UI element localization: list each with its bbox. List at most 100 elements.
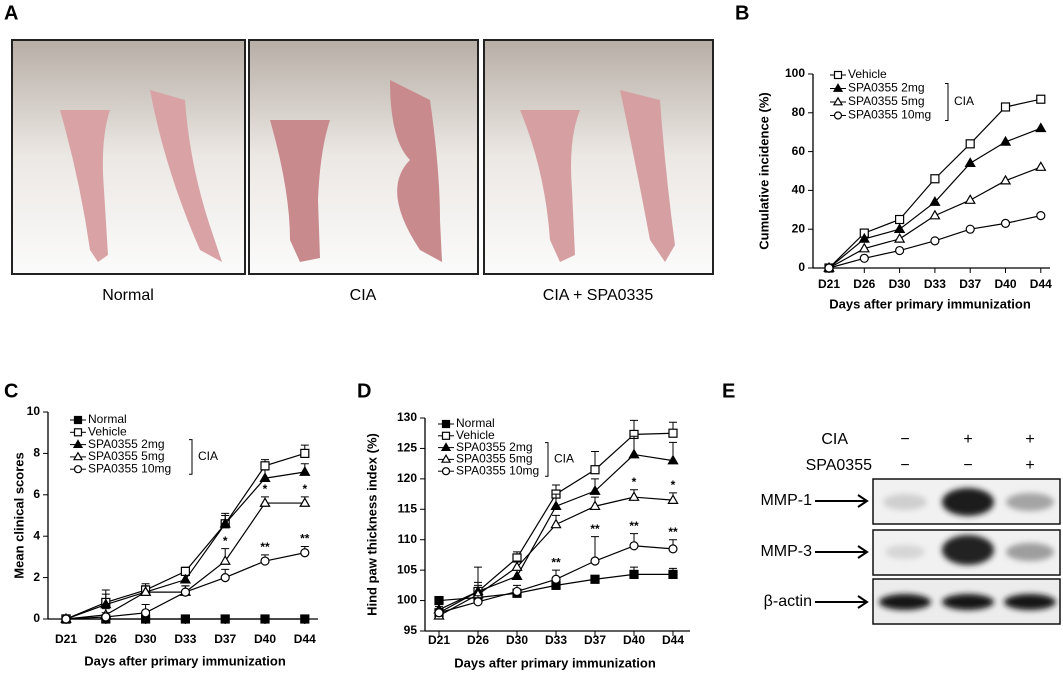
paw-shape: [520, 90, 675, 262]
blot-row-label: MMP-1: [760, 492, 812, 509]
x-tick-label: D40: [994, 277, 1016, 291]
group-label: CIA: [954, 94, 974, 108]
legend-marker: [441, 431, 451, 440]
photo-label: CIA: [350, 287, 377, 304]
x-tick-label: D26: [467, 633, 489, 647]
photo-label: CIA + SPA0335: [543, 287, 654, 304]
legend-label: SPA0355 10mg: [848, 108, 931, 122]
photo-label: Normal: [102, 287, 154, 304]
data-point: [964, 194, 976, 204]
data-point: [219, 555, 231, 565]
condition-sign: −: [900, 457, 909, 474]
group-label: CIA: [554, 452, 574, 466]
significance-label: *: [223, 534, 228, 548]
data-point: [628, 491, 640, 501]
x-tick-label: D26: [853, 277, 875, 291]
y-tick-label: 95: [404, 623, 418, 637]
western-blot: CIA − + + SPA0355 − − + MMP-1 MMP-3 β-ac…: [760, 431, 1061, 625]
band: [879, 594, 931, 610]
y-tick-label: 40: [792, 183, 806, 197]
x-tick-label: D30: [135, 632, 157, 646]
y-tick-label: 105: [397, 562, 417, 576]
arrow: [815, 494, 869, 609]
data-point: [139, 586, 152, 596]
x-tick-label: D33: [174, 632, 196, 646]
data-point: [101, 612, 111, 622]
significance-label: *: [263, 482, 268, 496]
significance-label: **: [551, 555, 561, 569]
x-tick-label: D21: [55, 632, 77, 646]
legend-label: SPA0355 10mg: [456, 463, 539, 477]
x-tick-label: D44: [1030, 277, 1052, 291]
x-tick-label: D21: [428, 633, 450, 647]
condition-label: SPA0355: [806, 457, 873, 474]
data-point: [512, 586, 522, 597]
x-axis-label: Days after primary immunization: [829, 296, 1031, 311]
legend-label: SPA0355 5mg: [88, 449, 165, 463]
data-point: [589, 485, 601, 495]
x-tick-label: D33: [924, 277, 946, 291]
y-tick-label: 130: [397, 410, 417, 424]
y-tick-label: 110: [398, 532, 418, 546]
y-tick-label: 0: [33, 611, 40, 625]
y-tick-label: 10: [27, 404, 41, 418]
data-point: [824, 263, 834, 273]
data-point: [1035, 122, 1047, 133]
data-point: [667, 454, 679, 465]
data-point: [589, 500, 601, 511]
data-point: [894, 245, 905, 256]
legend-label: SPA0355 2mg: [456, 440, 533, 454]
data-point: [590, 556, 600, 566]
legend-label: SPA0355 5mg: [456, 452, 533, 466]
significance-label: **: [629, 519, 639, 533]
legend-bracket: [189, 439, 193, 475]
data-point: [668, 544, 678, 554]
legend-marker: [440, 453, 452, 463]
significance-label: *: [302, 482, 307, 496]
legend-label: Normal: [88, 412, 127, 426]
y-tick-label: 6: [33, 487, 40, 501]
y-tick-label: 115: [398, 501, 418, 515]
data-point: [141, 608, 151, 618]
x-tick-label: D37: [584, 633, 606, 647]
data-point: [1036, 211, 1046, 221]
data-point: [550, 500, 562, 511]
data-point: [434, 595, 444, 606]
photo: [483, 39, 714, 275]
legend-label: SPA0355 2mg: [88, 437, 165, 451]
data-point: [511, 570, 523, 581]
data-point: [300, 448, 310, 458]
legend-label: SPA0355 5mg: [848, 94, 925, 108]
photos: [11, 39, 714, 275]
data-point: [929, 209, 941, 220]
y-axis-label: Mean clinical scores: [11, 452, 26, 578]
data-point: [180, 614, 190, 624]
paw-shape: [60, 90, 222, 262]
band: [942, 535, 994, 565]
data-point: [551, 574, 561, 584]
significance-label: **: [260, 540, 270, 554]
x-tick-label: D44: [662, 633, 684, 647]
band: [942, 488, 994, 516]
data-point: [299, 497, 311, 507]
y-tick-label: 100: [785, 66, 805, 80]
x-tick-label: D37: [959, 277, 981, 291]
condition-sign: −: [900, 431, 909, 448]
x-tick-label: D30: [506, 633, 528, 647]
blot-row-label: β-actin: [764, 593, 812, 610]
significance-label: **: [668, 525, 678, 539]
legend-marker: [832, 83, 844, 92]
data-point: [628, 448, 640, 459]
legend-label: Normal: [456, 416, 495, 430]
condition-sign: +: [1025, 457, 1034, 474]
x-tick-label: D40: [623, 633, 645, 647]
band: [1006, 543, 1054, 561]
data-point: [893, 223, 906, 233]
data-point: [965, 139, 975, 149]
data-point: [434, 608, 444, 618]
data-point: [629, 541, 639, 551]
data-point: [859, 253, 869, 263]
y-tick-label: 2: [33, 570, 40, 584]
